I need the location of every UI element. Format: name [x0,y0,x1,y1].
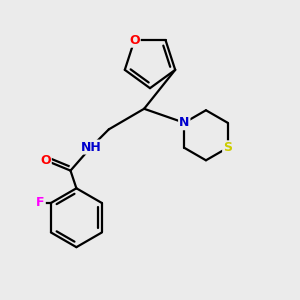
Text: N: N [179,116,190,129]
Text: O: O [129,34,140,47]
Text: S: S [223,141,232,154]
Text: O: O [40,154,51,167]
Text: NH: NH [81,141,101,154]
Text: F: F [36,196,45,209]
